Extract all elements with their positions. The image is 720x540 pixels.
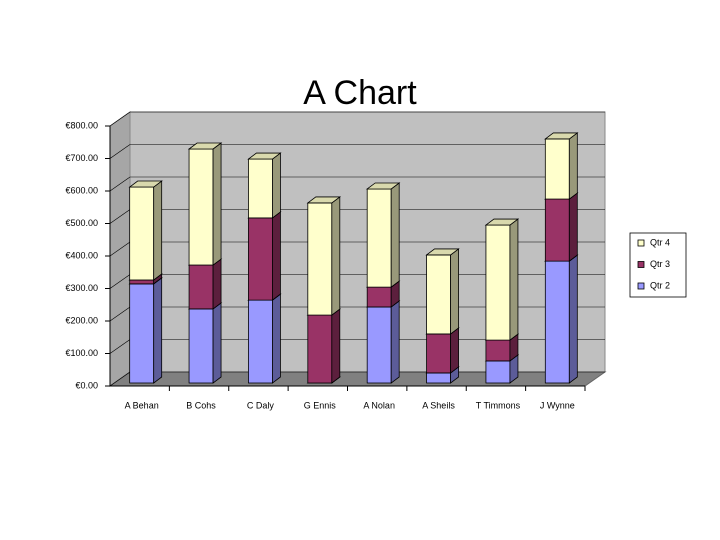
bar-segment — [129, 186, 155, 281]
bar-top — [187, 142, 223, 150]
grid-line-side — [109, 339, 131, 354]
y-tick-label: €500.00 — [65, 218, 98, 228]
bar-segment — [307, 202, 333, 316]
legend-label: Qtr 3 — [650, 259, 670, 269]
bar-side — [450, 248, 459, 335]
bar-top — [484, 218, 520, 226]
y-tick-label: €600.00 — [65, 185, 98, 195]
bar-side — [568, 192, 578, 262]
bar-segment — [544, 260, 570, 384]
bar-side — [272, 293, 281, 384]
legend-swatch — [637, 239, 645, 247]
bar-segment — [426, 372, 451, 384]
grid-line-side — [109, 241, 131, 257]
bar-segment — [307, 314, 333, 384]
bar-segment — [248, 217, 273, 301]
y-tick-label: €800.00 — [65, 120, 98, 130]
y-tick-label: €400.00 — [65, 250, 98, 260]
bar-segment — [366, 188, 392, 288]
bar-segment — [188, 148, 214, 266]
y-tick-label: €200.00 — [65, 315, 98, 325]
bar-segment — [188, 308, 214, 384]
floor — [108, 371, 607, 387]
bar-top — [425, 248, 460, 256]
bar-segment — [129, 279, 155, 285]
grid-line-side — [109, 306, 131, 322]
bar-segment — [188, 264, 214, 310]
bar-segment — [426, 254, 451, 335]
legend-label: Qtr 4 — [650, 237, 670, 247]
bar-segment — [485, 339, 511, 362]
bar-segment — [248, 158, 273, 219]
x-tick-label: A Behan — [125, 400, 159, 410]
bar-segment — [485, 224, 511, 341]
bar-side — [153, 180, 163, 281]
legend-swatch — [637, 282, 645, 290]
bar-side — [450, 327, 459, 374]
grid-line-side — [109, 209, 131, 224]
y-tick-label: €300.00 — [65, 283, 98, 293]
bar-side — [212, 142, 222, 266]
bar-top — [128, 180, 163, 188]
y-tick-label: €0.00 — [75, 380, 98, 390]
grid-line-side — [109, 176, 131, 192]
bar-segment — [544, 198, 570, 262]
x-tick-label: A Sheils — [422, 400, 455, 410]
legend-label: Qtr 2 — [650, 280, 670, 290]
y-tick-label: €700.00 — [65, 153, 98, 163]
bar-top — [306, 196, 342, 204]
x-tick-label: C Daly — [247, 400, 275, 410]
bar-side — [331, 308, 341, 384]
x-tick-label: J Wynne — [540, 400, 575, 410]
bar-side — [331, 196, 341, 316]
bar-side — [390, 182, 400, 288]
bar-segment — [248, 299, 273, 384]
bar-side — [568, 132, 578, 200]
bar-segment — [366, 306, 392, 384]
x-tick-label: A Nolan — [363, 400, 395, 410]
grid-line-side — [109, 111, 131, 127]
bar-segment — [544, 138, 570, 200]
x-tick-label: T Timmons — [476, 400, 521, 410]
y-tick-label: €100.00 — [65, 348, 98, 358]
grid-line-side — [109, 144, 131, 159]
bar-side — [390, 300, 400, 384]
bar-side — [212, 302, 222, 384]
bar-top — [247, 152, 282, 160]
x-tick-label: B Cohs — [186, 400, 216, 410]
bar-side — [272, 152, 281, 219]
grid-line-side — [109, 274, 131, 289]
bar-segment — [129, 283, 155, 384]
bar-side — [212, 258, 222, 310]
bar-segment — [366, 286, 392, 308]
x-tick-label: G Ennis — [304, 400, 337, 410]
bar-top — [544, 132, 579, 140]
legend-swatch — [637, 261, 645, 268]
bar-side — [272, 211, 281, 301]
bar-side — [153, 277, 163, 384]
chart-title: A Chart — [303, 74, 417, 112]
grid-line-side — [109, 371, 131, 387]
bar-segment — [485, 360, 511, 384]
bar-top — [365, 182, 401, 190]
bar-side — [509, 218, 519, 341]
bar-side — [568, 254, 578, 384]
bar-segment — [426, 333, 451, 374]
